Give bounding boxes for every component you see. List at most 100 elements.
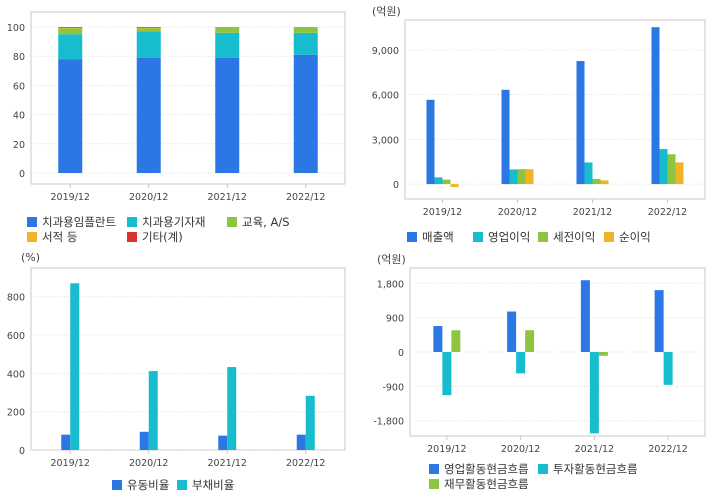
bar <box>58 34 83 60</box>
legend-swatch <box>429 479 439 489</box>
legend-label: 영업이익 <box>488 230 531 244</box>
y-tick-label: 100 <box>7 23 25 34</box>
bar <box>139 431 149 450</box>
legend-label: 치과용기자재 <box>142 215 206 229</box>
legend-item-investing-cashflow: 투자활동현금흐름 <box>538 461 638 477</box>
x-tick-label: 2020/12 <box>129 192 168 203</box>
unit-label: (%) <box>21 251 41 264</box>
legend-swatch <box>127 217 137 227</box>
bar <box>592 178 601 185</box>
bar <box>58 27 83 29</box>
ratio-chart: 0 200 400 600 800 2019/12 2020/12 2021/12 2022/1… <box>7 267 346 469</box>
bar <box>227 367 237 450</box>
bar <box>70 283 80 450</box>
y-tick-label: 600 <box>7 331 25 342</box>
income-chart: 0 3,000 6,000 9,000 2019/12 2020/12 2021/12 202… <box>372 19 706 218</box>
y-tick-label: 20 <box>13 140 25 151</box>
income-legend: 매출액 영업이익 세전이익 순이익 <box>360 0 720 245</box>
bar <box>600 180 609 185</box>
x-tick-label: 2020/12 <box>498 207 537 218</box>
legend-label: 순이익 <box>619 230 651 244</box>
legend-swatch <box>27 232 37 242</box>
legend-label: 유동비율 <box>127 478 170 492</box>
bar <box>659 149 668 185</box>
y-tick-label: 400 <box>7 369 25 380</box>
legend-swatch <box>604 232 614 242</box>
legend-item-debt-ratio: 부채비율 <box>177 477 234 493</box>
composition-legend: 치과용임플란트 치과용기자재 교육, A/S 서적 등 기타(계) <box>0 0 360 245</box>
unit-label: (억원) <box>377 253 406 266</box>
bar <box>305 395 315 450</box>
legend-item-sales: 매출액 <box>407 229 454 245</box>
bar <box>293 27 318 33</box>
legend-item-operating-profit: 영업이익 <box>473 229 530 245</box>
bar <box>517 169 526 185</box>
x-tick-label: 2021/12 <box>573 207 612 218</box>
y-tick-label: 9,000 <box>372 46 399 57</box>
y-tick-label: 0 <box>19 446 25 457</box>
bar <box>501 89 510 185</box>
legend-item-education-as: 교육, A/S <box>227 214 290 230</box>
bar <box>426 99 435 185</box>
bar <box>667 154 676 185</box>
bar <box>675 162 684 185</box>
y-tick-label: 0 <box>19 169 25 180</box>
legend-label: 재무활동현금흐름 <box>444 477 529 491</box>
composition-chart: 0 20 40 60 80 100 2019/12 2020/12 2021/12 2022/12 <box>7 11 346 203</box>
x-tick-label: 2022/12 <box>286 192 325 203</box>
x-tick-label: 2019/12 <box>51 192 90 203</box>
bar <box>451 330 461 352</box>
y-tick-label: 6,000 <box>372 91 399 102</box>
bar <box>218 435 228 450</box>
bar <box>516 352 526 374</box>
y-tick-label: 40 <box>13 111 25 122</box>
x-tick-label: 2022/12 <box>648 207 687 218</box>
bar <box>136 27 161 29</box>
legend-item-other: 기타(계) <box>127 229 183 245</box>
bar <box>663 352 673 385</box>
y-tick-label: -900 <box>382 382 404 393</box>
legend-swatch <box>407 232 417 242</box>
legend-label: 기타(계) <box>142 230 183 244</box>
bar <box>61 434 71 450</box>
x-tick-label: 2019/12 <box>51 458 90 469</box>
composition-chart-panel: 0 20 40 60 80 100 2019/12 2020/12 2021/12 2022/12… <box>0 0 360 245</box>
income-chart-panel: (억원) 0 3,000 6,000 9,000 2019/12 2020/12 2021/… <box>360 0 720 245</box>
cashflow-chart: 1,800 900 0 -900 -1,800 2019/12 2020/12 2021/12… <box>373 267 706 455</box>
bar <box>136 31 161 58</box>
cashflow-chart-panel: (억원) 1,800 900 0 -900 -1,800 2019/12 2020/12 20… <box>360 248 720 496</box>
legend-swatch <box>429 464 439 474</box>
legend-item-financing-cashflow: 재무활동현금흐름 <box>429 476 529 492</box>
y-tick-label: -1,800 <box>373 417 404 428</box>
legend-swatch <box>127 232 137 242</box>
legend-swatch <box>27 217 37 227</box>
bar <box>136 27 161 28</box>
bar <box>296 434 306 450</box>
x-tick-label: 2021/12 <box>208 458 247 469</box>
x-tick-label: 2021/12 <box>208 192 247 203</box>
bar <box>148 371 158 450</box>
y-tick-label: 3,000 <box>372 135 399 146</box>
x-tick-label: 2019/12 <box>423 207 462 218</box>
legend-label: 영업활동현금흐름 <box>444 462 529 476</box>
x-tick-label: 2021/12 <box>575 444 614 455</box>
bar <box>58 28 83 35</box>
legend-item-current-ratio: 유동비율 <box>112 477 169 493</box>
bar <box>450 184 459 188</box>
legend-item-pretax-profit: 세전이익 <box>538 229 595 245</box>
bar <box>651 27 660 185</box>
legend-label: 서적 등 <box>42 230 78 244</box>
unit-label: (억원) <box>372 5 401 18</box>
bar <box>442 179 451 185</box>
bar <box>434 177 443 185</box>
y-tick-label: 200 <box>7 408 25 419</box>
bar <box>136 28 161 32</box>
y-tick-label: 60 <box>13 81 25 92</box>
cashflow-legend: 영업활동현금흐름 투자활동현금흐름 재무활동현금흐름 <box>360 248 720 496</box>
bar <box>576 61 585 185</box>
bar <box>293 32 318 55</box>
legend-label: 교육, A/S <box>242 215 290 229</box>
legend-label: 매출액 <box>422 230 454 244</box>
legend-item-dental-implant: 치과용임플란트 <box>27 214 116 230</box>
legend-swatch <box>473 232 483 242</box>
